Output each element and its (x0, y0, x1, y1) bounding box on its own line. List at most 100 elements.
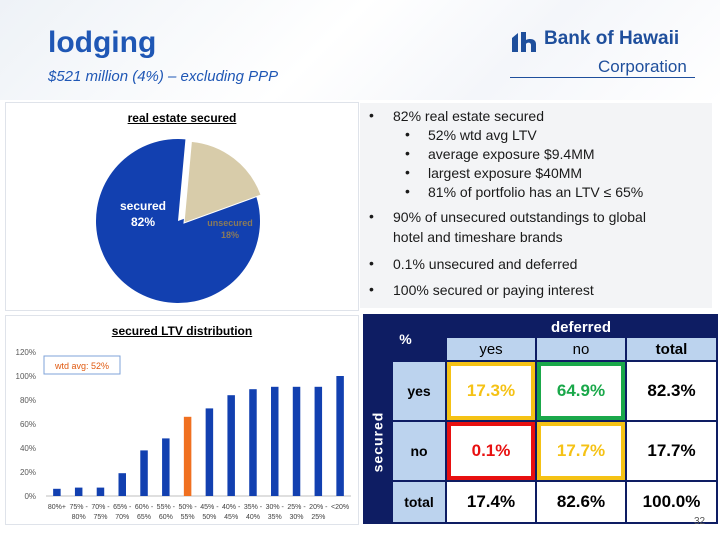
bullet-marker: • (405, 145, 410, 161)
pie-chart-panel: real estate secured secured 82% unsecure… (5, 102, 359, 311)
bar (96, 487, 105, 496)
x-tick-label: 50% - (178, 504, 197, 511)
y-tick-label: 100% (16, 372, 36, 381)
x-tick-label: 35% (268, 514, 282, 521)
bank-logo: Bank of Hawaii Corporation (510, 28, 695, 83)
page-title: lodging (48, 26, 157, 59)
matrix-secured-label: secured (369, 411, 386, 473)
x-tick-label: 45% (224, 514, 238, 521)
x-tick-label: 70% (115, 514, 129, 521)
cell-yes-no: 64.9% (537, 362, 625, 420)
bar (227, 395, 235, 496)
y-tick-label: 80% (20, 396, 36, 405)
row-header-yes: yes (393, 362, 445, 420)
col-header-yes: yes (447, 338, 535, 360)
col-header-no: no (537, 338, 625, 360)
page-subtitle: $521 million (4%) – excluding PPP (48, 68, 279, 85)
y-tick-label: 60% (20, 420, 36, 429)
y-tick-label: 120% (16, 348, 36, 357)
pie-value-unsecured: 18% (221, 230, 239, 240)
bullet-text: 90% of unsecured outstandings to global (393, 209, 646, 225)
cell-yes-total: 82.3% (627, 362, 716, 420)
bar (249, 389, 257, 496)
cell-no-no: 17.7% (537, 422, 625, 480)
bar (292, 386, 301, 496)
y-tick-label: 0% (24, 492, 36, 501)
cell-total-no: 82.6% (537, 482, 625, 522)
x-tick-label: 40% (246, 514, 260, 521)
bullet-marker: • (405, 183, 410, 199)
x-tick-label: 45% - (200, 504, 219, 511)
x-tick-label: 25% (311, 514, 325, 521)
logo-divider (510, 77, 695, 78)
bullet-text: 100% secured or paying interest (393, 282, 594, 298)
x-tick-label: 30% (290, 514, 304, 521)
x-tick-label: 70% - (91, 504, 110, 511)
cell-total-yes: 17.4% (447, 482, 535, 522)
bullet-marker: • (405, 126, 410, 142)
x-tick-label: 20% - (309, 504, 328, 511)
header-background (0, 0, 720, 100)
deferred-secured-matrix: % deferred secured yes no total yes no t… (363, 314, 718, 524)
bar (53, 488, 61, 496)
x-tick-label: 60% - (135, 504, 154, 511)
logo-corporation: Corporation (598, 57, 687, 76)
bullet-text: hotel and timeshare brands (393, 229, 563, 245)
x-tick-label: 40% - (222, 504, 241, 511)
cell-total-total: 100.0% (627, 482, 716, 522)
pie-slice-secured (95, 138, 261, 303)
x-tick-label: 80% (72, 514, 86, 521)
x-tick-label: 75% (93, 514, 107, 521)
bar (140, 450, 148, 496)
pie-label-secured: secured (120, 199, 166, 213)
pie-value-secured: 82% (131, 215, 155, 229)
x-tick-label: 50% (202, 514, 216, 521)
x-tick-label: 65% - (113, 504, 132, 511)
logo-mark-icon (512, 32, 536, 52)
x-tick-label: 75% - (70, 504, 89, 511)
bullet-marker: • (369, 208, 374, 224)
bar (271, 386, 279, 496)
pie-label-unsecured: unsecured (207, 218, 253, 228)
bar (74, 487, 83, 496)
bar (183, 416, 192, 496)
bullet-marker: • (405, 164, 410, 180)
matrix-pct-header: % (399, 331, 412, 347)
x-tick-label: <20% (331, 504, 349, 511)
x-tick-label: 25% - (287, 504, 306, 511)
bar (118, 473, 126, 496)
bullet-text: 52% wtd avg LTV (428, 127, 537, 143)
matrix-deferred-header: deferred (550, 318, 612, 336)
bullet-panel: • 82% real estate secured • 52% wtd avg … (360, 103, 712, 308)
cell-yes-yes: 17.3% (447, 362, 535, 420)
x-tick-label: 55% - (157, 504, 176, 511)
bar-chart-panel: secured LTV distribution 0% 20% 40% 60% 80% 1… (5, 315, 359, 525)
bullet-text: 82% real estate secured (393, 108, 544, 124)
y-tick-label: 20% (20, 468, 36, 477)
bar-chart: 0% 20% 40% 60% 80% 100% 120% 80%+ 75% - 80% 70% -… (16, 348, 351, 521)
bar (336, 376, 344, 496)
bullet-marker: • (369, 281, 374, 297)
bar (162, 438, 170, 496)
wtd-avg-callout (43, 355, 121, 375)
bar-chart-title: secured LTV distribution (111, 324, 253, 338)
x-tick-label: 55% (181, 514, 195, 521)
x-tick-label: 65% (137, 514, 151, 521)
bullet-text: 0.1% unsecured and deferred (393, 256, 578, 272)
bar (314, 386, 323, 496)
x-tick-label: 30% - (266, 504, 285, 511)
matrix-secured-header: secured (363, 362, 391, 522)
pie-slice-unsecured (183, 140, 262, 224)
wtd-avg-label: wtd avg: 52% (54, 361, 109, 371)
bullet-text: largest exposure $40MM (428, 165, 583, 181)
x-tick-label: 35% - (244, 504, 263, 511)
x-tick-label: 60% (159, 514, 173, 521)
bar (205, 408, 214, 496)
cell-no-yes: 0.1% (447, 422, 535, 480)
bullet-text: average exposure $9.4MM (428, 146, 595, 162)
col-header-total: total (627, 338, 716, 360)
pie-chart-title: real estate secured (127, 111, 237, 125)
row-header-total: total (393, 482, 445, 522)
bullet-text: 81% of portfolio has an LTV ≤ 65% (428, 184, 644, 200)
pie-chart: secured 82% unsecured 18% (95, 138, 262, 303)
